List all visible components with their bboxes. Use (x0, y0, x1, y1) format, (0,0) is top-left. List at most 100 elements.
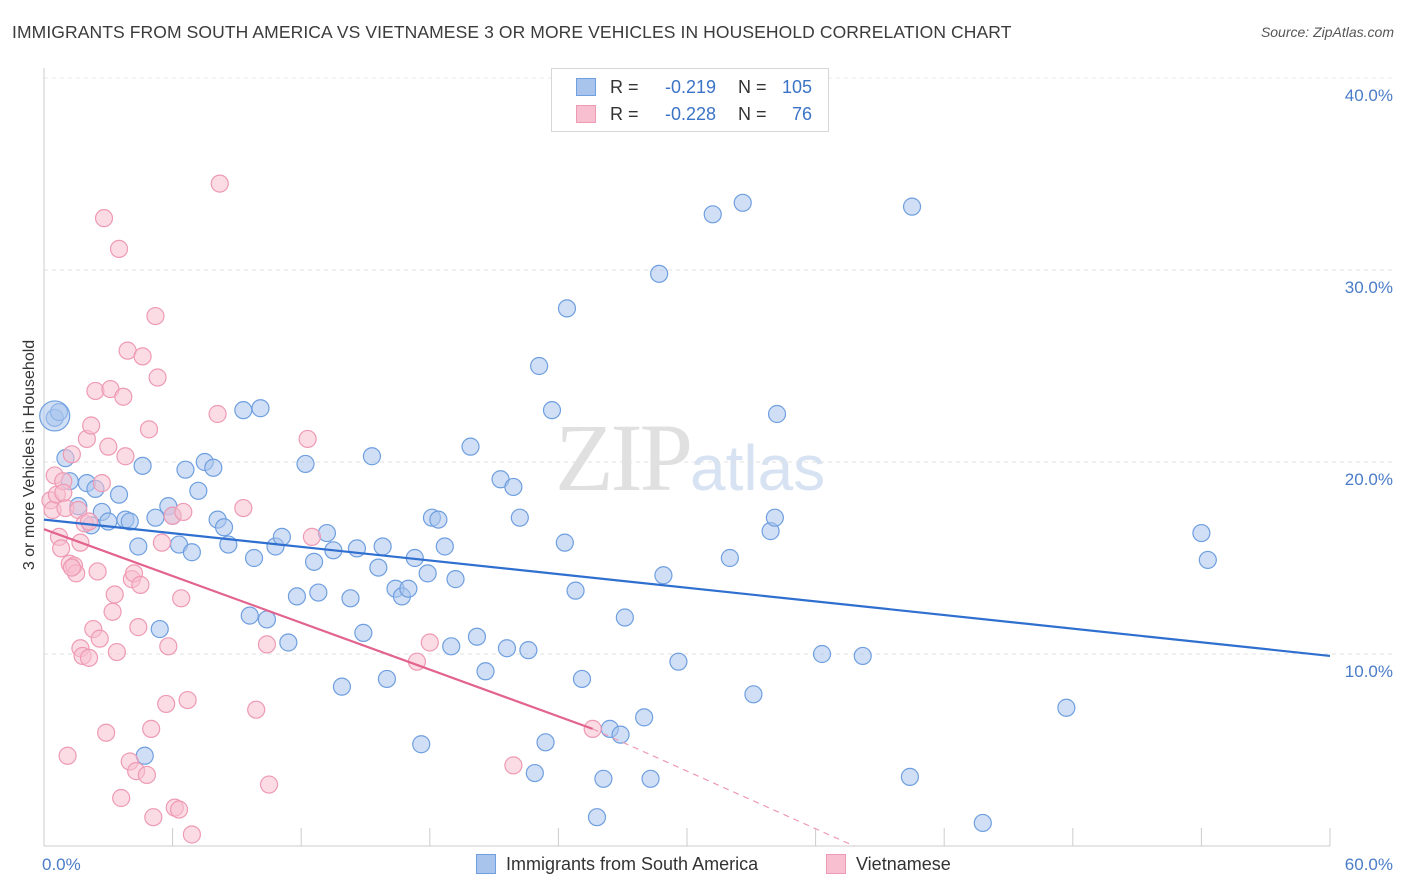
south-america-point (240, 606, 259, 625)
south-america-point (542, 401, 562, 420)
vietnamese-point (159, 637, 178, 656)
vietnamese-point (157, 694, 176, 714)
vietnamese-point (116, 447, 135, 466)
zipatlas-watermark: ZIPatlas (555, 402, 825, 513)
south-america-point (476, 662, 495, 681)
vietnamese-point (105, 585, 124, 604)
south-america-point (615, 608, 634, 627)
south-america-point (442, 637, 461, 656)
south-america-point (332, 677, 352, 696)
vietnamese-point (109, 239, 129, 258)
vietnamese-point (234, 498, 253, 518)
vietnamese-point (92, 474, 111, 493)
vietnamese-point (82, 416, 101, 435)
vietnamese-point (131, 575, 150, 594)
south-america-point (341, 589, 360, 608)
south-america-point (429, 510, 448, 529)
vietnamese-point (210, 174, 229, 193)
south-america-point (377, 669, 397, 689)
vietnamese-point (146, 306, 165, 326)
watermark-atlas-text: atlas (690, 432, 826, 504)
south-america-point (204, 458, 223, 477)
vietnamese-point (178, 690, 197, 710)
south-america-point (765, 508, 784, 527)
vietnamese-trend-extension (592, 728, 855, 847)
south-america-point (120, 512, 139, 531)
vietnamese-point (107, 642, 126, 662)
south-america-point (150, 619, 169, 639)
south-america-point (767, 404, 787, 424)
vietnamese-point (504, 756, 523, 775)
south-america-point (182, 543, 201, 562)
vietnamese-point (298, 429, 317, 449)
south-america-point (641, 769, 660, 788)
south-america-point (572, 669, 592, 689)
x-tick-label: 0.0% (42, 855, 81, 874)
x-tick-label: 60.0% (1345, 855, 1393, 874)
vietnamese-point (172, 589, 191, 608)
south-america-point (189, 481, 208, 500)
south-america-point (279, 633, 298, 652)
south-america-point (129, 537, 148, 556)
south-america-point (594, 769, 613, 788)
legend-n-label: N = (738, 103, 767, 124)
vietnamese-point (52, 539, 71, 558)
south-america-point (973, 813, 992, 833)
vietnamese-point (139, 420, 159, 439)
south-america-point (504, 477, 523, 497)
south-america-point (244, 548, 264, 568)
correlation-legend: R = -0.219 N = 105 R = -0.228 N = 76 (551, 68, 829, 132)
vietnamese-point (302, 527, 322, 546)
south-america-point (510, 508, 529, 527)
vietnamese-point (58, 746, 77, 765)
vietnamese-point (208, 404, 227, 424)
source-credit: Source: ZipAtlas.com (1260, 24, 1394, 40)
vietnamese-point (62, 558, 81, 577)
bottom-legend-swatch-vietnamese (826, 854, 846, 874)
vietnamese-point (169, 800, 189, 819)
south-america-point (1057, 698, 1076, 717)
bottom-legend-vietnamese: Vietnamese (826, 853, 951, 875)
south-america-point (900, 767, 920, 786)
vietnamese-point (79, 512, 99, 531)
south-america-point (557, 299, 577, 318)
south-america-point (566, 581, 585, 600)
vietnamese-point (259, 775, 279, 794)
south-america-point (418, 564, 437, 583)
vietnamese-point (257, 635, 277, 654)
south-america-point (399, 579, 418, 598)
vietnamese-point (103, 602, 122, 621)
south-america-point (530, 356, 549, 376)
south-america-point (304, 552, 324, 571)
south-america-point (536, 733, 555, 752)
vietnamese-point (142, 719, 161, 738)
south-america-point (369, 558, 388, 577)
bottom-legend-swatch-south-america (476, 854, 496, 874)
south-america-point (1192, 523, 1211, 543)
vietnamese-point (88, 562, 107, 581)
south-america-point (373, 537, 392, 556)
legend-r-value: -0.228 (664, 103, 716, 124)
south-america-point (519, 641, 538, 660)
south-america-point (287, 587, 307, 606)
vietnamese-point (144, 808, 163, 827)
y-tick-label: 30.0% (1345, 278, 1393, 297)
vietnamese-point (79, 648, 99, 667)
south-america-point (272, 527, 292, 546)
watermark-zip-text: ZIP (555, 404, 693, 511)
south-america-point (555, 533, 574, 552)
south-america-point (234, 401, 253, 420)
vietnamese-point (137, 765, 156, 785)
vietnamese-point (90, 629, 109, 648)
south-america-point (812, 644, 832, 664)
vietnamese-point (129, 618, 148, 637)
south-america-point (587, 808, 607, 827)
south-america-point (1198, 550, 1217, 570)
south-america-point (176, 460, 195, 479)
south-america-point (902, 197, 922, 216)
legend-row-south-america: R = -0.219 N = 105 (576, 74, 812, 100)
legend-swatch-vietnamese (576, 105, 596, 123)
south-america-point (669, 652, 688, 671)
south-america-point (214, 518, 234, 537)
